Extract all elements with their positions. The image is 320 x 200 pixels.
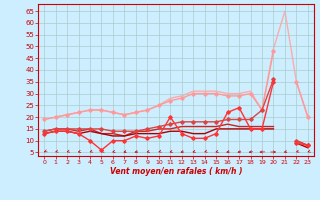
X-axis label: Vent moyen/en rafales ( km/h ): Vent moyen/en rafales ( km/h ) — [110, 167, 242, 176]
